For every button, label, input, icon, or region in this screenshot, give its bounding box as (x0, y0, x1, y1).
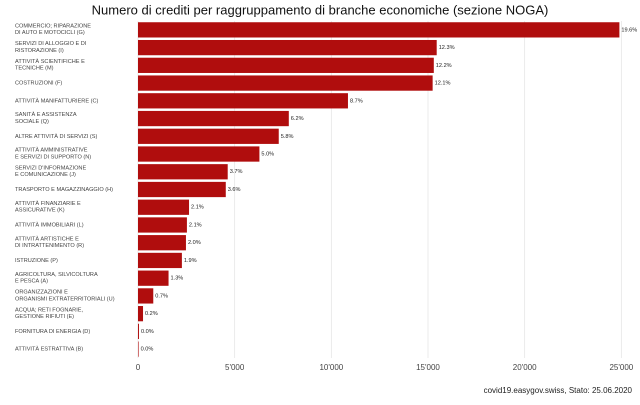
y-tick-label: ACQUA; RETI FOGNARIE, GESTIONE RIFIUTI (E… (15, 308, 84, 321)
y-tick-label: ATTIVITÀ MANIFATTURIERE (C) (15, 97, 99, 104)
y-tick-label: SERVIZI D'INFORMAZIONE E COMUNICAZIONE (J… (15, 166, 86, 179)
bar (138, 93, 348, 109)
data-label: 12.1% (435, 81, 451, 87)
bar (138, 235, 186, 251)
data-label: 12.3% (439, 45, 455, 51)
y-tick-label: ATTIVITÀ IMMOBILIARI (L) (15, 221, 84, 228)
y-tick-label: ATTIVITÀ SCIENTIFICHE E TECNICHE (M) (15, 58, 85, 72)
y-tick-label: ATTIVITÀ ARTISTICHE E DI INTRATTENIMENTO … (15, 236, 84, 250)
bar (138, 341, 139, 357)
y-tick-label: SANITÀ E ASSISTENZA SOCIALE (Q) (15, 112, 77, 126)
chart-title: Numero di crediti per raggruppamento di … (92, 2, 549, 17)
data-label: 1.3% (171, 276, 184, 282)
x-tick-label: 25'000 (609, 363, 633, 372)
data-label: 0.0% (141, 329, 154, 335)
x-tick-label: 10'000 (319, 363, 343, 372)
data-label: 19.6% (621, 27, 637, 33)
bar (138, 128, 279, 144)
bar (138, 270, 169, 286)
data-label: 3.6% (228, 187, 241, 193)
bar (138, 306, 144, 322)
x-tick-label: 20'000 (513, 363, 537, 372)
y-tick-label: ALTRE ATTIVITÀ DI SERVIZI (S) (15, 133, 98, 140)
data-label: 2.1% (191, 205, 204, 211)
y-tick-label: TRASPORTO E MAGAZZINAGGIO (H) (15, 187, 113, 193)
x-tick-label: 5'000 (225, 363, 245, 372)
bar (138, 110, 289, 127)
bar (138, 57, 434, 73)
bar (138, 164, 228, 180)
data-label: 0.2% (145, 311, 158, 317)
data-label: 2.0% (188, 240, 201, 246)
bar (138, 22, 620, 38)
data-label: 2.1% (189, 222, 202, 228)
y-tick-label: ISTRUZIONE (P) (15, 258, 58, 264)
bar (138, 146, 260, 162)
y-tick-label: ATTIVITÀ FINANZIARIE E ASSICURATIVE (K) (15, 200, 81, 214)
x-tick-label: 15'000 (416, 363, 440, 372)
bar (138, 252, 182, 269)
y-tick-label: FORNITURA DI ENERGIA (D) (15, 329, 90, 335)
y-tick-label: ATTIVITÀ ESTRATTIVA (B) (15, 346, 83, 353)
data-label: 5.0% (261, 152, 274, 158)
data-label: 0.7% (155, 293, 168, 299)
bar (138, 288, 154, 304)
data-label: 12.2% (436, 63, 452, 69)
data-label: 0.0% (141, 347, 154, 353)
y-tick-label: SERVIZI DI ALLOGGIO E DI RISTORAZIONE (I) (15, 42, 87, 55)
bar (138, 217, 187, 233)
caption: covid19.easygov.swiss, Stato: 25.06.2020 (484, 386, 633, 395)
y-tick-label: ORGANIZZAZIONI E ORGANISMI EXTRATERRITORI… (15, 290, 115, 303)
bar (138, 181, 226, 198)
y-tick-label: COSTRUZIONI (F) (15, 81, 62, 87)
data-label: 6.2% (291, 116, 304, 122)
bar (138, 323, 139, 340)
bar (138, 199, 190, 215)
data-label: 8.7% (350, 98, 363, 104)
bar (138, 75, 433, 91)
data-label: 1.9% (184, 258, 197, 264)
y-tick-label: ATTIVITÀ AMMINISTRATIVE E SERVIZI DI SUPP… (15, 147, 91, 161)
data-label: 5.8% (281, 134, 294, 140)
y-tick-label: COMMERCIO; RIPARAZIONE DI AUTO E MOTOCICL… (15, 24, 91, 37)
y-tick-label: AGRICOLTURA, SILVICOLTURA E PESCA (A) (15, 272, 98, 285)
x-tick-label: 0 (136, 363, 141, 372)
bar (138, 39, 437, 56)
data-label: 3.7% (230, 169, 243, 175)
